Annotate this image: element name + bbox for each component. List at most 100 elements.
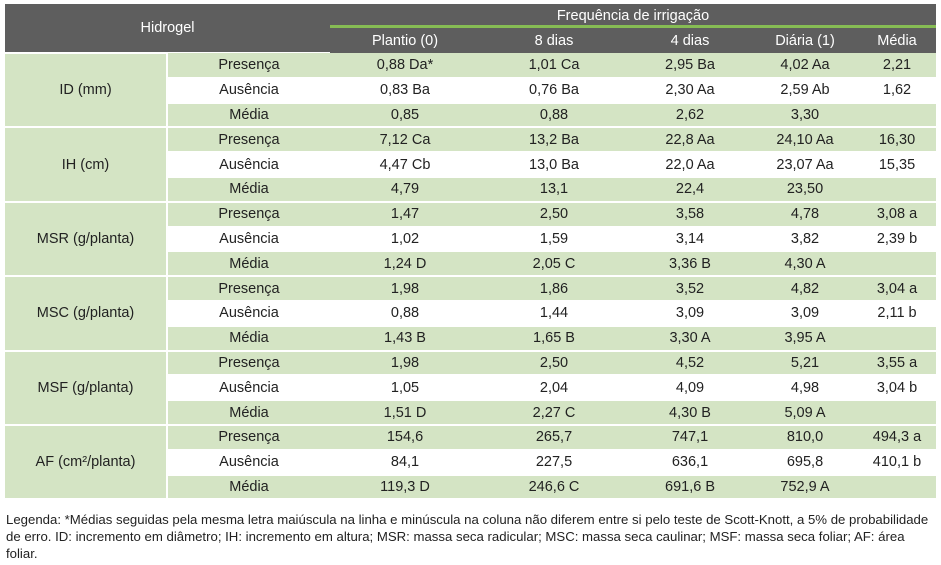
- value-cell: 2,11 b: [858, 300, 936, 327]
- value-cell: 1,47: [330, 201, 480, 228]
- value-cell: 4,98: [752, 375, 858, 402]
- value-cell: 3,09: [752, 300, 858, 327]
- value-cell: 22,8 Aa: [628, 127, 752, 154]
- value-cell: 1,44: [480, 300, 628, 327]
- value-cell: 3,30 A: [628, 325, 752, 352]
- value-cell: 2,30 Aa: [628, 77, 752, 104]
- header-row-2: Plantio (0) 8 dias 4 dias Diária (1) Méd…: [5, 28, 936, 53]
- value-cell: 3,04 b: [858, 375, 936, 402]
- table-row: Média 1,51 D 2,27 C 4,30 B 5,09 A: [5, 400, 936, 426]
- value-cell: 747,1: [628, 424, 752, 451]
- value-cell: 1,43 B: [330, 325, 480, 352]
- value-cell: 3,09: [628, 300, 752, 327]
- variable-label: MSC (g/planta): [5, 275, 168, 352]
- value-cell: 1,05: [330, 375, 480, 402]
- value-cell: 0,88 Da*: [330, 53, 480, 79]
- value-cell: 2,05 C: [480, 251, 628, 278]
- value-cell: 0,85: [330, 102, 480, 129]
- hidrogel-header: Hidrogel: [5, 4, 330, 53]
- value-cell: 4,30 A: [752, 251, 858, 278]
- treatment-label: Presença: [167, 53, 330, 79]
- value-cell: 22,0 Aa: [628, 152, 752, 178]
- header-accent-rule: [330, 25, 936, 28]
- table-row: MSC (g/planta) Presença 1,98 1,86 3,52 4,82 3,…: [5, 275, 936, 352]
- value-cell: [858, 400, 936, 426]
- value-cell: 13,2 Ba: [480, 127, 628, 154]
- value-cell: 4,09: [628, 375, 752, 402]
- value-cell: 3,14: [628, 226, 752, 253]
- col-header-diaria: Diária (1): [752, 28, 858, 53]
- value-cell: [858, 176, 936, 203]
- value-cell: 4,79: [330, 176, 480, 203]
- value-cell: 1,86: [480, 276, 628, 302]
- value-cell: 5,09 A: [752, 400, 858, 426]
- value-cell: 22,4: [628, 176, 752, 203]
- treatment-label: Ausência: [167, 449, 330, 476]
- value-cell: 1,98: [330, 276, 480, 302]
- treatment-label: Presença: [167, 127, 330, 154]
- value-cell: 2,95 Ba: [628, 53, 752, 79]
- table-row: AF (cm²/planta) Presença 154,6 265,7 747,1 81…: [5, 423, 936, 501]
- value-cell: 7,12 Ca: [330, 127, 480, 154]
- value-cell: 246,6 C: [480, 474, 628, 501]
- treatment-label: Média: [167, 400, 330, 426]
- frequencia-header-label: Frequência de irrigação: [556, 8, 710, 24]
- value-cell: 4,78: [752, 201, 858, 228]
- value-cell: 1,51 D: [330, 400, 480, 426]
- value-cell: 810,0: [752, 424, 858, 451]
- value-cell: 494,3 a: [858, 424, 936, 451]
- variable-label: AF (cm²/planta): [5, 423, 168, 501]
- value-cell: 752,9 A: [752, 474, 858, 501]
- treatment-label: Média: [167, 325, 330, 352]
- treatment-label: Ausência: [167, 77, 330, 104]
- treatment-label: Média: [167, 102, 330, 129]
- value-cell: 24,10 Aa: [752, 127, 858, 154]
- value-cell: 1,98: [330, 350, 480, 377]
- treatment-label: Ausência: [167, 226, 330, 253]
- table-row: Média 0,85 0,88 2,62 3,30: [5, 102, 936, 129]
- table-row: MSF (g/planta) Presença 1,98 2,50 4,52 5,21 3,…: [5, 349, 936, 426]
- value-cell: 227,5: [480, 449, 628, 476]
- value-cell: 1,59: [480, 226, 628, 253]
- table-row: Ausência 1,05 2,04 4,09 4,98 3,04 b: [5, 375, 936, 402]
- variable-label: ID (mm): [5, 51, 168, 129]
- value-cell: 3,04 a: [858, 276, 936, 302]
- value-cell: 0,83 Ba: [330, 77, 480, 104]
- value-cell: 2,21: [858, 53, 936, 79]
- treatment-label: Média: [167, 251, 330, 278]
- value-cell: 4,47 Cb: [330, 152, 480, 178]
- table-row: ID (mm) Presença 0,88 Da* 1,01 Ca 2,95 Ba 4,0…: [5, 51, 936, 129]
- frequencia-header: Frequência de irrigação: [330, 4, 936, 28]
- value-cell: 1,62: [858, 77, 936, 104]
- value-cell: 0,88: [330, 300, 480, 327]
- value-cell: 3,08 a: [858, 201, 936, 228]
- treatment-label: Presença: [167, 350, 330, 377]
- value-cell: 2,50: [480, 201, 628, 228]
- value-cell: 119,3 D: [330, 474, 480, 501]
- value-cell: 2,39 b: [858, 226, 936, 253]
- value-cell: 5,21: [752, 350, 858, 377]
- value-cell: 4,82: [752, 276, 858, 302]
- value-cell: 3,52: [628, 276, 752, 302]
- value-cell: 410,1 b: [858, 449, 936, 476]
- value-cell: 2,50: [480, 350, 628, 377]
- value-cell: 3,36 B: [628, 251, 752, 278]
- table-body: ID (mm) Presença 0,88 Da* 1,01 Ca 2,95 Ba 4,0…: [5, 51, 936, 501]
- value-cell: 636,1: [628, 449, 752, 476]
- table-legend: Legenda: *Médias seguidas pela mesma let…: [6, 512, 929, 561]
- treatment-label: Ausência: [167, 375, 330, 402]
- value-cell: 265,7: [480, 424, 628, 451]
- value-cell: 2,04: [480, 375, 628, 402]
- value-cell: 4,30 B: [628, 400, 752, 426]
- variable-label: MSF (g/planta): [5, 349, 168, 426]
- value-cell: 2,62: [628, 102, 752, 129]
- table-row: IH (cm) Presença 7,12 Ca 13,2 Ba 22,8 Aa 24,1…: [5, 126, 936, 203]
- table-row: MSR (g/planta) Presença 1,47 2,50 3,58 4,78 3,…: [5, 200, 936, 278]
- value-cell: 84,1: [330, 449, 480, 476]
- value-cell: 23,07 Aa: [752, 152, 858, 178]
- value-cell: [858, 474, 936, 501]
- value-cell: 23,50: [752, 176, 858, 203]
- value-cell: 0,76 Ba: [480, 77, 628, 104]
- table-row: Ausência 4,47 Cb 13,0 Ba 22,0 Aa 23,07 Aa 15,…: [5, 152, 936, 178]
- value-cell: 4,02 Aa: [752, 53, 858, 79]
